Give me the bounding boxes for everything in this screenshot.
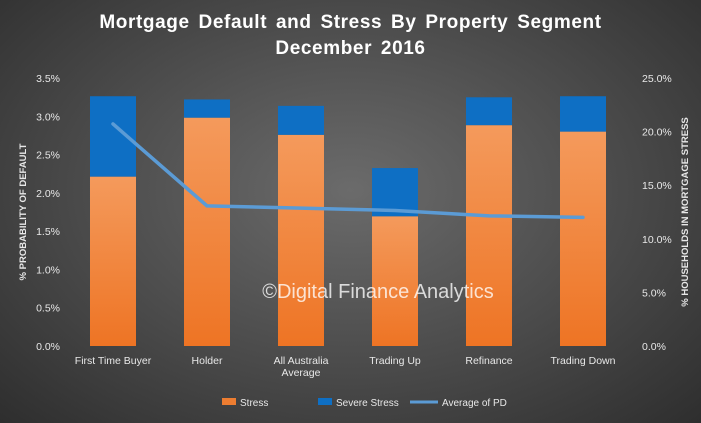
right-axis-title: % HOUSEHOLDS IN MORTGAGE STRESS: [680, 117, 691, 307]
bar-severe-stress: [372, 168, 418, 217]
left-axis-title: % PROBABILITY OF DEFAULT: [18, 143, 29, 280]
left-axis-tick-label: 0.5%: [36, 303, 60, 315]
bar-stress: [184, 117, 230, 346]
left-axis-tick-label: 2.0%: [36, 188, 60, 200]
bar-severe-stress: [278, 105, 324, 135]
chart-title: Mortgage Default and Stress By Property …: [99, 12, 602, 33]
line-average-of-pd: [111, 122, 585, 220]
left-axis-tick-label: 1.0%: [36, 264, 60, 276]
left-axis-tick-label: 3.5%: [36, 73, 60, 85]
left-axis-tick-label: 0.0%: [36, 341, 60, 353]
x-axis-tick-label: Average: [282, 367, 321, 379]
x-axis-tick-label: All Australia: [274, 355, 329, 367]
bar-severe-stress: [560, 96, 606, 132]
bar-severe-stress: [466, 97, 512, 126]
right-axis-tick-label: 25.0%: [642, 73, 672, 85]
x-axis-tick-label: Holder: [192, 355, 223, 367]
bar-stress: [372, 216, 418, 346]
bar-stress: [278, 134, 324, 346]
bar-stress: [466, 125, 512, 346]
legend-swatch-stress: [222, 398, 236, 405]
right-axis-tick-label: 5.0%: [642, 287, 666, 299]
legend-swatch-severe-stress: [318, 398, 332, 405]
bar-stress: [90, 176, 136, 346]
right-axis-tick-label: 20.0%: [642, 127, 672, 139]
bar-severe-stress: [184, 99, 230, 118]
right-axis-tick-label: 15.0%: [642, 180, 672, 192]
right-axis-tick-label: 0.0%: [642, 341, 666, 353]
legend-label-severe-stress: Severe Stress: [336, 398, 399, 409]
right-axis-tick-label: 10.0%: [642, 234, 672, 246]
watermark: ©Digital Finance Analytics: [262, 281, 494, 303]
legend-label-average-of-pd: Average of PD: [442, 398, 507, 409]
legend-label-stress: Stress: [240, 398, 268, 409]
bar-stress: [560, 131, 606, 346]
left-axis-tick-label: 3.0%: [36, 111, 60, 123]
x-axis-tick-label: Trading Down: [551, 355, 616, 367]
x-axis-tick-label: Refinance: [465, 355, 512, 367]
left-axis-tick-label: 1.5%: [36, 226, 60, 238]
chart-subtitle: December 2016: [275, 38, 426, 59]
left-axis-tick-label: 2.5%: [36, 150, 60, 162]
x-axis-tick-label: First Time Buyer: [75, 355, 152, 367]
x-axis-tick-label: Trading Up: [369, 355, 421, 367]
